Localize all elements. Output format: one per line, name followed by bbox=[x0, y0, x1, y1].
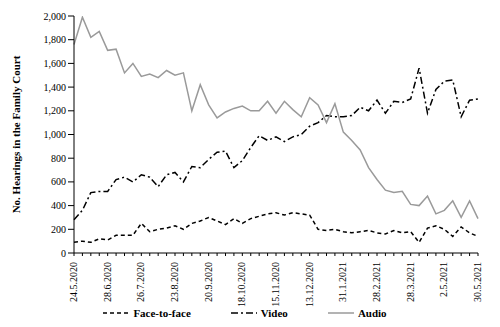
svg-text:13.12.2020: 13.12.2020 bbox=[304, 262, 315, 307]
svg-text:2.5.2021: 2.5.2021 bbox=[438, 262, 449, 297]
html-text:Audio: Audio bbox=[357, 307, 387, 319]
svg-text:1,200: 1,200 bbox=[44, 105, 67, 116]
svg-text:20.9.2020: 20.9.2020 bbox=[203, 262, 214, 302]
svg-text:1,800: 1,800 bbox=[44, 34, 67, 45]
svg-text:18.10.2020: 18.10.2020 bbox=[236, 262, 247, 307]
svg-text:0: 0 bbox=[61, 248, 66, 259]
svg-text:26.7.2020: 26.7.2020 bbox=[135, 262, 146, 302]
svg-text:24.5.2020: 24.5.2020 bbox=[68, 262, 79, 302]
svg-text:30.5.2021: 30.5.2021 bbox=[472, 262, 483, 302]
svg-text:600: 600 bbox=[51, 176, 66, 187]
svg-text:31.1.2021: 31.1.2021 bbox=[337, 262, 348, 302]
svg-text:No. Hearings in the Family Cou: No. Hearings in the Family Court bbox=[10, 55, 22, 213]
svg-text:1,400: 1,400 bbox=[44, 82, 67, 93]
html-text:Video: Video bbox=[260, 307, 288, 319]
html-text:Face-to-face: Face-to-face bbox=[133, 307, 191, 319]
svg-text:800: 800 bbox=[51, 153, 66, 164]
svg-text:1,000: 1,000 bbox=[44, 129, 67, 140]
svg-text:200: 200 bbox=[51, 224, 66, 235]
svg-text:28.2.2021: 28.2.2021 bbox=[371, 262, 382, 302]
svg-text:400: 400 bbox=[51, 200, 66, 211]
svg-text:23.8.2020: 23.8.2020 bbox=[169, 262, 180, 302]
svg-text:2,000: 2,000 bbox=[44, 11, 67, 22]
svg-text:28.3.2021: 28.3.2021 bbox=[405, 262, 416, 302]
svg-text:15.11.2020: 15.11.2020 bbox=[270, 262, 281, 307]
svg-text:28.6.2020: 28.6.2020 bbox=[102, 262, 113, 302]
svg-text:1,600: 1,600 bbox=[44, 58, 67, 69]
